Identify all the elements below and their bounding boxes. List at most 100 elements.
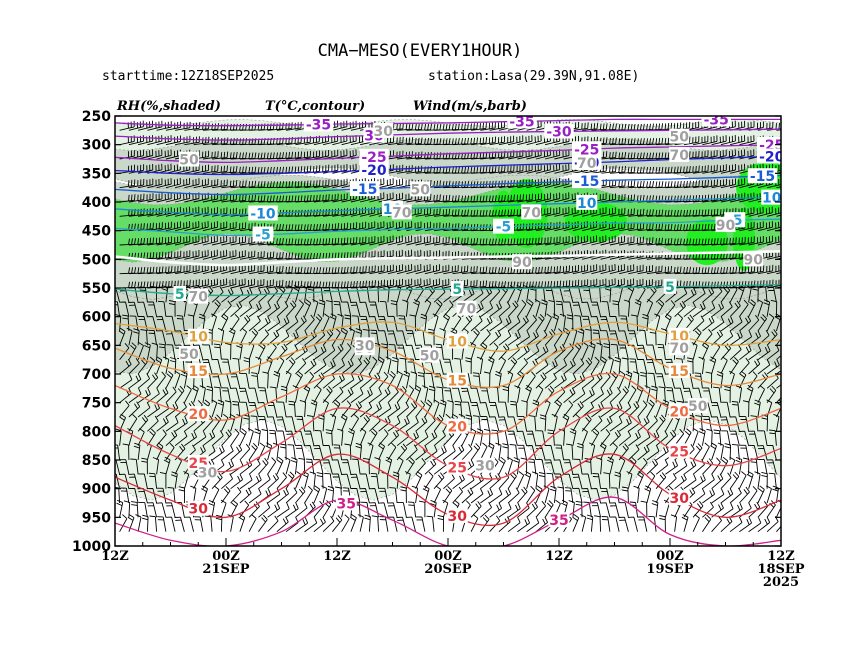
wind-barb (313, 345, 327, 361)
wind-barb (284, 456, 291, 475)
wind-barb (498, 316, 512, 332)
wind-barb (539, 414, 547, 432)
wind-barb (304, 150, 321, 160)
wind-barb (517, 517, 531, 533)
wind-barb (730, 236, 746, 246)
wind-barb (426, 515, 435, 532)
wind-barb (221, 137, 238, 146)
wind-barb (471, 166, 488, 174)
wind-barb (693, 135, 709, 146)
wind-barb (711, 473, 724, 490)
wind-barb (332, 193, 348, 203)
wind-barb (517, 357, 528, 375)
wind-barb (498, 238, 516, 246)
wind-barb (230, 138, 248, 146)
wind-barb (479, 402, 491, 418)
wind-barb (258, 457, 269, 475)
wind-barb (711, 193, 728, 203)
wind-barb (702, 488, 716, 504)
wind-barb (285, 370, 292, 389)
wind-barb (535, 359, 549, 375)
wind-barb (396, 370, 403, 389)
wind-barb (687, 357, 694, 375)
wind-barb (267, 137, 284, 146)
wind-barb (452, 473, 465, 490)
wind-barb (692, 287, 706, 303)
wind-barb (269, 386, 278, 403)
wind-barb (360, 501, 370, 518)
wind-barb (267, 515, 279, 533)
wind-barb (674, 266, 691, 275)
wind-barb (552, 313, 560, 332)
wind-barb (156, 330, 167, 346)
wind-barb (140, 329, 148, 346)
wind-barb (508, 164, 524, 174)
wind-barb (544, 359, 558, 375)
station-label: station:Lasa(29.39N,91.08E) (428, 69, 639, 84)
wind-barb (368, 488, 380, 504)
wind-barb (470, 401, 481, 418)
wind-barb (424, 152, 442, 160)
wind-barb (574, 315, 583, 332)
wind-barb (341, 459, 352, 475)
wind-barb (735, 456, 743, 475)
wind-barb (239, 474, 253, 490)
wind-barb (332, 473, 343, 489)
wind-barb (359, 428, 367, 446)
wind-barb (147, 502, 158, 518)
wind-barb (498, 416, 509, 432)
wind-barb (720, 356, 728, 375)
wind-barb (119, 238, 136, 246)
wind-barb (442, 313, 451, 332)
wind-barb (258, 251, 275, 260)
wind-barb (258, 137, 275, 146)
wind-barb (178, 486, 186, 504)
wind-barb (399, 357, 407, 375)
wind-barb (452, 387, 463, 403)
wind-barb (387, 178, 404, 189)
isotherm-0 (115, 250, 781, 267)
wind-barb (165, 121, 182, 131)
wind-barb (276, 252, 294, 260)
rh-label-bg (179, 345, 199, 361)
wind-barb (674, 287, 688, 303)
wind-barb (640, 500, 648, 518)
wind-barb (163, 356, 170, 375)
wind-barb (332, 222, 349, 232)
wind-barb (480, 416, 491, 432)
wind-barb (508, 238, 525, 246)
wind-barb (248, 458, 261, 475)
wind-barb (128, 267, 146, 275)
x-tick-label: 00Z (656, 549, 684, 564)
wind-barb (757, 264, 774, 275)
wind-barb (692, 514, 700, 532)
wind-barb (720, 120, 736, 131)
wind-barb (157, 516, 167, 532)
wind-barb (165, 236, 182, 246)
wind-barb (600, 330, 611, 346)
wind-barb (746, 471, 754, 489)
wind-barb (350, 358, 362, 375)
y-tick-label: 600 (82, 310, 111, 326)
wind-barb (471, 252, 488, 260)
wind-barb (665, 459, 679, 475)
wind-barb (398, 315, 407, 332)
wind-barb (258, 123, 275, 131)
wind-barb (766, 236, 781, 246)
wind-barb (434, 152, 451, 160)
wind-barb (489, 194, 506, 203)
wind-barb (683, 224, 701, 232)
wind-barb (295, 486, 306, 504)
wind-barb (156, 251, 173, 260)
wind-barb (377, 502, 389, 518)
wind-barb (507, 344, 520, 361)
wind-barb (693, 238, 710, 246)
wind-barb (654, 313, 661, 332)
wind-barb (147, 149, 163, 160)
wind-barb (313, 516, 326, 533)
wind-barb (120, 487, 130, 504)
wind-barb (322, 515, 335, 533)
wind-barb (187, 314, 195, 331)
wind-barb (702, 287, 715, 303)
rh-label: 70 (189, 290, 209, 306)
